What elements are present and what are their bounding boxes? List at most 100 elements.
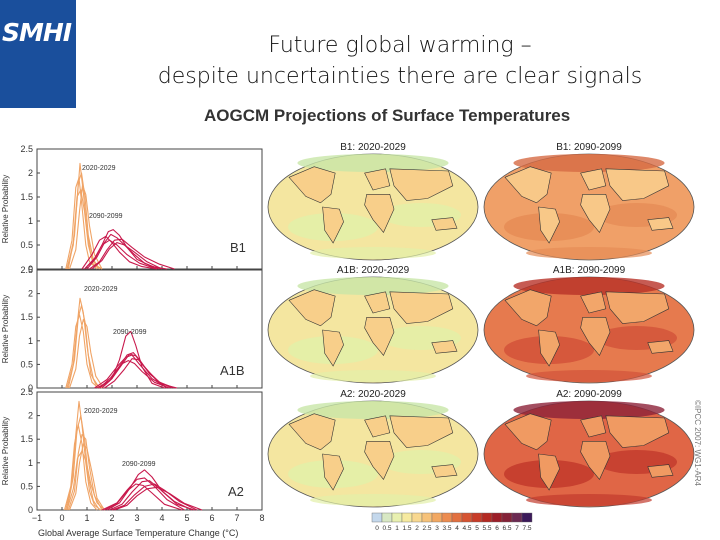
logo: SMHI bbox=[0, 0, 76, 108]
map-southern-band bbox=[310, 370, 436, 382]
annotation-late: 2090-2099 bbox=[89, 213, 123, 220]
map-continents bbox=[288, 413, 458, 491]
y-tick-label: 0.5 bbox=[20, 359, 33, 369]
slide-title-line-2: despite uncertainties there are clear si… bbox=[157, 64, 643, 89]
x-tick-label: 4 bbox=[159, 513, 164, 523]
map-southern-band bbox=[310, 494, 436, 506]
y-tick-label: 0.5 bbox=[20, 481, 33, 491]
map-title: B1: 2020-2029 bbox=[340, 142, 406, 153]
colorbar-tick-label: 4 bbox=[455, 525, 459, 532]
series-2090-2099 bbox=[104, 483, 183, 511]
annotation-late: 2090-2099 bbox=[113, 329, 147, 336]
map-title: A1B: 2090-2099 bbox=[553, 265, 626, 276]
colorbar-cell bbox=[441, 512, 453, 523]
series-2090-2099 bbox=[114, 486, 203, 511]
map-polar-band bbox=[297, 277, 449, 295]
colorbar-tick-label: 1 bbox=[395, 525, 399, 532]
series-2090-2099 bbox=[91, 242, 163, 270]
x-tick-label: 6 bbox=[209, 513, 214, 523]
series-2090-2099 bbox=[99, 360, 170, 389]
colorbar-tick-label: 1.5 bbox=[402, 525, 411, 532]
series-2020-2029 bbox=[66, 415, 100, 511]
x-tick-label: −1 bbox=[32, 513, 42, 523]
map-continents bbox=[288, 166, 458, 244]
map-southern-band bbox=[310, 247, 436, 259]
y-tick-label: 2.5 bbox=[20, 144, 33, 154]
map-title: A2: 2090-2099 bbox=[556, 389, 622, 400]
series-2090-2099 bbox=[111, 483, 198, 511]
panel-label: B1 bbox=[230, 240, 246, 255]
map-southern-band bbox=[526, 370, 652, 382]
map-southern-band bbox=[526, 247, 652, 259]
annotation-late: 2090-2099 bbox=[122, 461, 156, 468]
colorbar-cell bbox=[451, 512, 463, 523]
colorbar-cell bbox=[401, 512, 413, 523]
series-2020-2029 bbox=[63, 424, 98, 511]
y-tick-label: 0 bbox=[28, 383, 33, 393]
y-tick-label: 0.5 bbox=[20, 240, 33, 250]
map-continents bbox=[288, 289, 458, 367]
annotation-early: 2020-2029 bbox=[82, 165, 116, 172]
x-tick-label: 2 bbox=[109, 513, 114, 523]
series-2090-2099 bbox=[86, 233, 160, 270]
colorbar-cell bbox=[491, 512, 503, 523]
colorbar-cell bbox=[521, 512, 533, 523]
colorbar-tick-label: 4.5 bbox=[462, 525, 471, 532]
colorbar-cell bbox=[471, 512, 483, 523]
map-southern-band bbox=[526, 494, 652, 506]
x-tick-label: 7 bbox=[234, 513, 239, 523]
x-axis-label: Global Average Surface Temperature Chang… bbox=[38, 528, 238, 538]
colorbar-cell bbox=[511, 512, 523, 523]
series-2090-2099 bbox=[104, 358, 175, 389]
map-polar-band bbox=[513, 277, 665, 295]
y-tick-label: 1 bbox=[28, 216, 33, 226]
map-polar-band bbox=[513, 154, 665, 172]
colorbar-cell bbox=[391, 512, 403, 523]
colorbar-cell bbox=[481, 512, 493, 523]
colorbar-tick-label: 7 bbox=[515, 525, 519, 532]
colorbar-tick-label: 6.5 bbox=[502, 525, 511, 532]
series-2090-2099 bbox=[84, 239, 158, 270]
map-polar-band bbox=[513, 401, 665, 419]
y-tick-label: 1.5 bbox=[20, 434, 33, 444]
map-title: B1: 2090-2099 bbox=[556, 142, 622, 153]
y-axis-label: Relative Probability bbox=[1, 295, 10, 363]
series-2090-2099 bbox=[94, 354, 168, 389]
y-tick-label: 1 bbox=[28, 458, 33, 468]
plot-frame bbox=[36, 148, 263, 270]
y-axis-label: Relative Probability bbox=[1, 417, 10, 485]
colorbar-cell bbox=[431, 512, 443, 523]
colorbar-cell bbox=[411, 512, 423, 523]
plot-frame bbox=[36, 269, 263, 389]
annotation-early: 2020-2029 bbox=[84, 408, 118, 415]
colorbar-cell bbox=[461, 512, 473, 523]
y-tick-label: 2 bbox=[28, 168, 33, 178]
map-continents bbox=[504, 289, 674, 367]
x-tick-label: 3 bbox=[134, 513, 139, 523]
map-continents bbox=[504, 166, 674, 244]
x-tick-label: 5 bbox=[184, 513, 189, 523]
y-tick-label: 1 bbox=[28, 336, 33, 346]
y-tick-label: 2 bbox=[28, 411, 33, 421]
colorbar-tick-label: 6 bbox=[495, 525, 499, 532]
y-tick-label: 2 bbox=[28, 289, 33, 299]
x-tick-label: 8 bbox=[259, 513, 264, 523]
y-tick-label: 0 bbox=[28, 264, 33, 274]
y-axis-label: Relative Probability bbox=[1, 175, 10, 243]
slide-title-line-1: Future global warming – bbox=[268, 33, 532, 58]
colorbar-tick-label: 3.5 bbox=[442, 525, 451, 532]
colorbar-cell bbox=[371, 512, 383, 523]
y-tick-label: 2.5 bbox=[20, 387, 33, 397]
colorbar-tick-label: 0.5 bbox=[382, 525, 391, 532]
y-tick-label: 1.5 bbox=[20, 192, 33, 202]
colorbar-tick-label: 2.5 bbox=[422, 525, 431, 532]
copyright-text: ©IPCC 2007: WG1-AR4 bbox=[693, 400, 702, 486]
panel-label: A1B bbox=[220, 363, 245, 378]
annotation-early: 2020-2029 bbox=[84, 286, 118, 293]
series-2020-2029 bbox=[67, 304, 100, 389]
series-2090-2099 bbox=[89, 238, 175, 270]
colorbar-tick-label: 5 bbox=[475, 525, 479, 532]
figure-title: AOGCM Projections of Surface Temperature… bbox=[204, 106, 571, 125]
series-2020-2029 bbox=[65, 314, 99, 389]
